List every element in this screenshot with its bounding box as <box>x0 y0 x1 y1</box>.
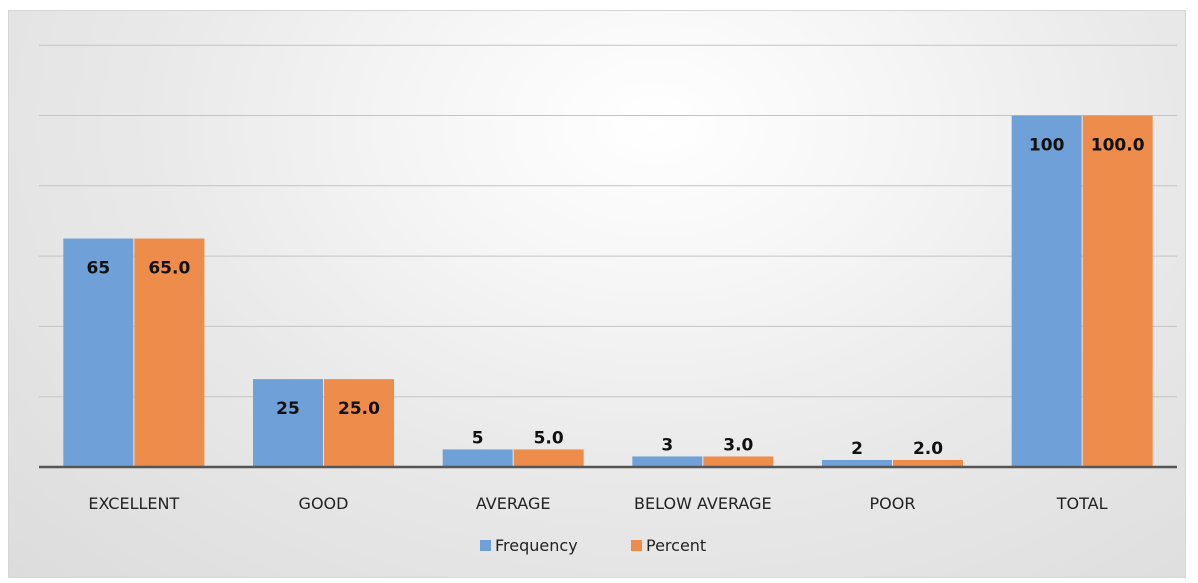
data-label-frequency: 100 <box>1029 136 1065 156</box>
category-label: TOTAL <box>1056 494 1108 513</box>
data-labels: 65 65.0 25 25.0 5 5.0 3 3.0 2 2.0 100 100.0 <box>86 136 1144 459</box>
category-labels: EXCELLENT GOOD AVERAGE BELOW AVERAGE POOR TOT… <box>88 494 1107 513</box>
bar-percent <box>1082 115 1153 467</box>
data-label-percent: 3.0 <box>723 435 753 455</box>
bar-percent <box>703 456 774 467</box>
category-label: POOR <box>870 494 916 513</box>
data-label-percent: 5.0 <box>534 428 564 448</box>
bar-frequency <box>63 238 134 467</box>
bar-percent <box>893 459 963 467</box>
legend: Frequency Percent <box>480 536 706 555</box>
bar-frequency <box>822 459 892 467</box>
data-label-percent: 100.0 <box>1091 136 1145 156</box>
category-label: AVERAGE <box>476 494 551 513</box>
legend-label-frequency: Frequency <box>495 536 578 555</box>
bar-percent <box>513 449 584 467</box>
data-label-frequency: 3 <box>661 435 673 455</box>
category-label: EXCELLENT <box>88 494 179 513</box>
legend-swatch-frequency <box>480 540 491 551</box>
data-label-frequency: 2 <box>851 439 863 459</box>
data-label-percent: 65.0 <box>148 259 190 279</box>
category-label: BELOW AVERAGE <box>634 494 772 513</box>
bar-percent <box>134 238 205 467</box>
legend-label-percent: Percent <box>646 536 706 555</box>
bar-frequency <box>632 456 703 467</box>
bars <box>63 115 1153 467</box>
data-label-frequency: 25 <box>276 399 300 419</box>
bar-frequency <box>253 379 323 467</box>
data-label-frequency: 5 <box>472 428 484 448</box>
bar-percent <box>324 379 394 467</box>
category-label: GOOD <box>299 494 349 513</box>
chart-frame: 65 65.0 25 25.0 5 5.0 3 3.0 2 2.0 100 100.0 EXCELLE… <box>8 10 1186 578</box>
data-label-percent: 2.0 <box>913 439 943 459</box>
data-label-percent: 25.0 <box>338 399 380 419</box>
data-label-frequency: 65 <box>86 259 110 279</box>
gridlines <box>39 44 1177 398</box>
bar-frequency <box>442 449 513 467</box>
legend-swatch-percent <box>631 540 642 551</box>
bar-chart: 65 65.0 25 25.0 5 5.0 3 3.0 2 2.0 100 100.0 EXCELLE… <box>39 44 1177 555</box>
bar-frequency <box>1011 115 1082 467</box>
